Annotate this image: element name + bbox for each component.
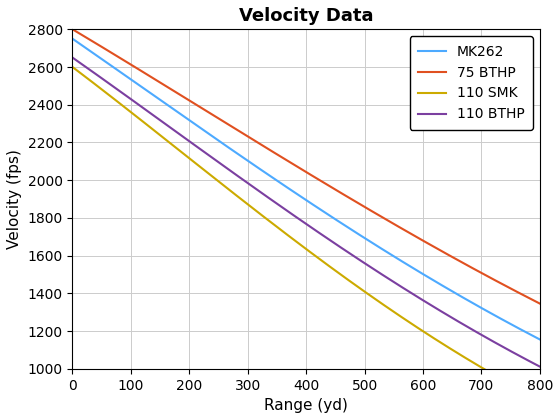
75 BTHP xyxy=(98,44,105,49)
110 BTHP xyxy=(367,264,374,269)
MK262 xyxy=(367,239,374,244)
MK262 xyxy=(340,222,347,227)
MK262 xyxy=(69,36,76,41)
75 BTHP xyxy=(353,200,360,205)
Line: 75 BTHP: 75 BTHP xyxy=(72,29,540,304)
110 BTHP xyxy=(536,364,543,369)
110 SMK xyxy=(423,331,430,336)
110 SMK xyxy=(98,87,105,92)
MK262 xyxy=(98,56,105,61)
75 BTHP xyxy=(69,27,76,32)
MK262 xyxy=(423,274,430,279)
MK262 xyxy=(472,302,478,307)
110 SMK xyxy=(472,361,478,366)
Line: MK262: MK262 xyxy=(72,39,540,339)
110 SMK xyxy=(536,397,543,402)
110 BTHP xyxy=(69,55,76,60)
Line: 110 BTHP: 110 BTHP xyxy=(72,58,540,367)
Title: Velocity Data: Velocity Data xyxy=(239,7,374,25)
75 BTHP xyxy=(423,240,430,245)
75 BTHP xyxy=(536,301,543,306)
75 BTHP xyxy=(472,267,478,272)
110 SMK xyxy=(367,293,374,298)
MK262 xyxy=(353,230,360,235)
75 BTHP xyxy=(340,192,347,197)
110 BTHP xyxy=(98,75,105,80)
110 BTHP xyxy=(472,328,478,333)
MK262 xyxy=(536,337,543,342)
Legend: MK262, 75 BTHP, 110 SMK, 110 BTHP: MK262, 75 BTHP, 110 SMK, 110 BTHP xyxy=(409,36,533,130)
X-axis label: Range (yd): Range (yd) xyxy=(264,398,348,413)
Y-axis label: Velocity (fps): Velocity (fps) xyxy=(7,149,22,249)
110 BTHP xyxy=(353,255,360,260)
75 BTHP xyxy=(367,208,374,213)
110 SMK xyxy=(353,283,360,288)
Line: 110 SMK: 110 SMK xyxy=(72,67,540,400)
110 SMK xyxy=(340,274,347,279)
110 SMK xyxy=(69,65,76,70)
110 BTHP xyxy=(423,300,430,305)
110 BTHP xyxy=(340,247,347,252)
